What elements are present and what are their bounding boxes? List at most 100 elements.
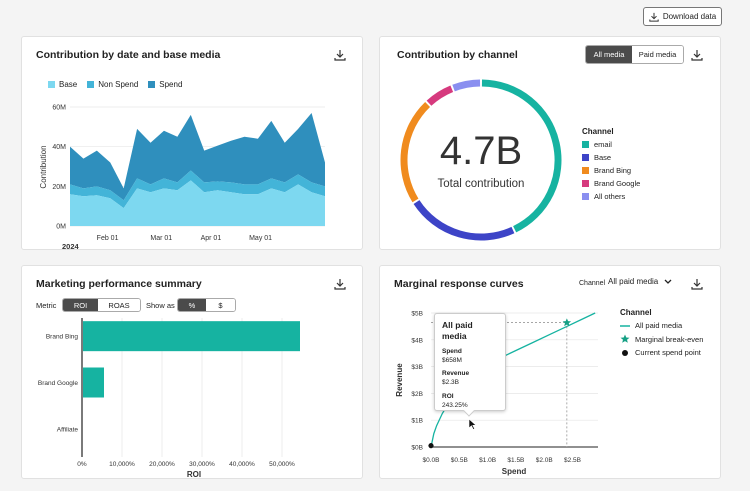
channel-legend: Channel email Base Brand Bing Brand Google A… [582,127,640,205]
tick-label: 30,000% [189,461,215,468]
chart-tooltip: All paid media Spend $658M Revenue $2.3B… [434,313,506,417]
marketing-performance-card: Marketing performance summary Metric ROI… [21,265,363,479]
card-title: Contribution by channel [397,49,518,61]
legend-item: All paid media [620,321,703,330]
download-data-label: Download data [662,12,717,21]
legend-label: Marginal break-even [635,334,704,344]
tick-label: $0.5B [451,457,468,464]
channel-dropdown[interactable]: All paid media [608,277,672,286]
tick-label: 40M [52,144,66,151]
chevron-down-icon [664,279,672,284]
star-icon [620,334,630,343]
y-axis-label: Contribution [39,145,48,188]
legend-label: Base [594,153,612,162]
tick-label: 0M [56,224,66,231]
legend-label: Base [59,80,78,89]
tick-label: $2.5B [564,457,581,464]
total-contribution-value: 4.7B [439,129,523,173]
legend-label: Brand Google [594,179,641,188]
tab-percent[interactable]: % [178,299,207,311]
legend-item[interactable]: Base [582,153,640,162]
marginal-response-card: Marginal response curves Channel All pai… [379,265,721,479]
tick-label: 0% [77,461,87,468]
tooltip-spend-label: Spend [442,347,462,355]
tick-label: $0.0B [423,457,440,464]
area-chart: 0M 20M 40M 60M Feb 01 Mar 01 Apr 01 May 01 2024 C… [39,105,325,249]
download-icon [649,12,659,22]
legend-item[interactable]: email [582,140,640,149]
bar[interactable] [83,367,104,398]
legend-swatch [582,141,589,148]
card-title: Marginal response curves [394,278,524,290]
tick-label: 50,000% [269,461,295,468]
chart-legend: Base Non Spend Spend [48,80,182,89]
download-icon[interactable] [334,49,346,61]
download-data-button[interactable]: Download data [643,7,722,26]
tab-roi[interactable]: ROI [63,299,99,311]
contribution-by-date-card: Contribution by date and base media Base… [21,36,363,250]
legend-label: All paid media [635,321,683,330]
tick-label: 20,000% [149,461,175,468]
current-spend-point[interactable] [428,443,434,449]
donut-slice-all-others[interactable] [452,79,481,92]
legend-item: Current spend point [620,348,703,357]
legend-label: Non Spend [98,80,139,89]
tick-label: $2B [411,391,423,398]
legend-swatch [48,81,55,88]
area-series-non-spend [70,170,325,209]
bar[interactable] [83,321,300,352]
tooltip-title: All paid media [442,320,473,342]
tick-label: $5B [411,311,423,318]
legend-swatch [582,180,589,187]
tick-label: May 01 [249,235,272,242]
download-icon[interactable] [691,278,703,290]
tick-label: $3B [411,364,423,371]
legend-item[interactable]: Non Spend [87,80,138,89]
download-icon[interactable] [691,49,703,61]
channel-dropdown-value: All paid media [608,277,659,286]
legend-item[interactable]: Brand Bing [582,166,640,175]
legend-label: email [594,140,612,149]
donut-slice-brand-google[interactable] [426,85,454,106]
break-even-star[interactable] [562,318,572,327]
donut-slice-email[interactable] [481,79,562,233]
tick-label: $2.0B [536,457,553,464]
category-label: Brand Google [38,380,78,387]
show-as-label: Show as [146,301,175,310]
legend-item[interactable]: Brand Google [582,179,640,188]
curve-legend: Channel All paid media Marginal break-ev… [620,308,703,361]
tab-dollar[interactable]: $ [206,299,235,311]
tick-label: 10,000% [109,461,135,468]
metric-label: Metric [36,301,57,310]
y-axis-label: Revenue [395,363,404,397]
donut-slice-base[interactable] [413,200,515,241]
show-as-toggle: % $ [177,298,236,312]
donut-slice-brand-bing[interactable] [400,102,431,203]
legend-item[interactable]: All others [582,192,640,201]
tab-roas[interactable]: ROAS [98,299,140,311]
x-axis-label: ROI [187,470,201,478]
tooltip-roi-label: ROI [442,393,454,400]
legend-swatch [87,81,95,88]
line-swatch-icon [620,324,630,327]
tick-label: $4B [411,337,423,344]
bar-chart: 0% 10,000% 20,000% 30,000% 40,000% 50,000% Bra… [38,318,300,478]
legend-item: Marginal break-even [620,334,703,344]
tab-all-media[interactable]: All media [586,46,633,63]
metric-toggle: ROI ROAS [62,298,141,312]
tooltip-roi-value: 243.25% [442,401,468,409]
tooltip-revenue-value: $2.3B [442,379,459,387]
download-icon[interactable] [334,278,346,290]
year-label: 2024 [62,242,80,249]
legend-swatch [582,154,589,161]
legend-item[interactable]: Base [48,80,77,89]
legend-item[interactable]: Spend [148,80,182,89]
tick-label: $0B [411,445,423,452]
legend-label: Brand Bing [594,166,632,175]
cursor-icon [468,418,477,430]
x-axis-label: Spend [502,467,527,476]
media-toggle: All media Paid media [585,45,684,64]
tick-label: $1.0B [479,457,496,464]
tick-label: Apr 01 [201,235,222,242]
tab-paid-media[interactable]: Paid media [632,46,683,63]
